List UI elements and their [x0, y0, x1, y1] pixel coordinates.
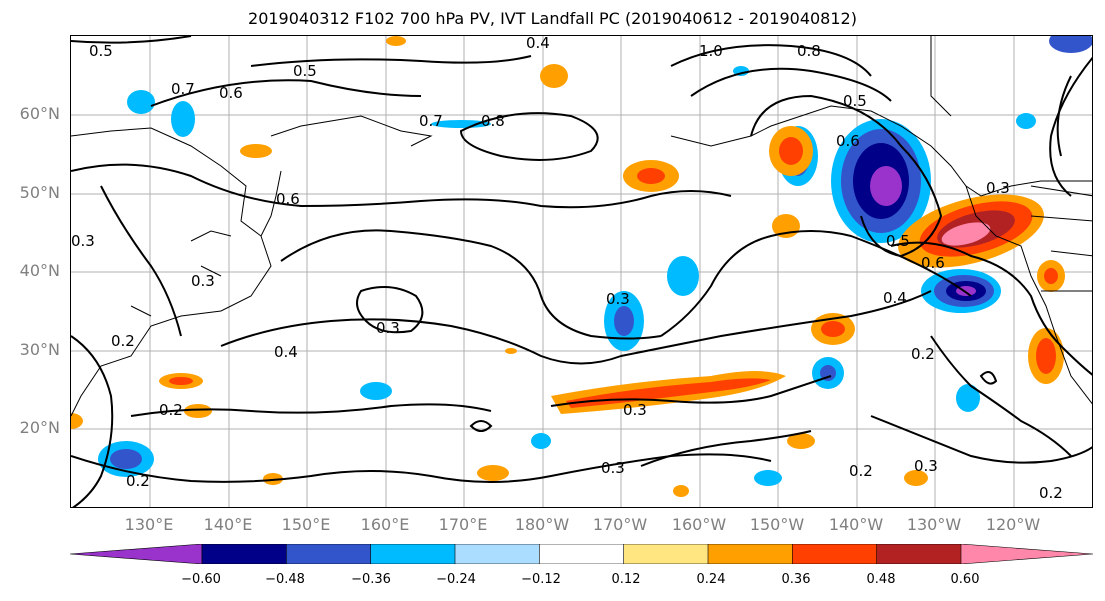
contour-label: 0.5 [293, 62, 317, 80]
colorbar-segment [70, 544, 203, 564]
contour-label: 0.3 [623, 401, 647, 419]
contour-label: 0.2 [111, 332, 135, 350]
contour-label: 0.2 [849, 462, 873, 480]
colorbar-segment [876, 544, 962, 564]
contour-label: 0.7 [419, 112, 443, 130]
colorbar-segment [370, 544, 456, 564]
colorbar-segment [623, 544, 709, 564]
contour-label: 0.7 [171, 80, 195, 98]
contour-label: 0.6 [219, 84, 243, 102]
contour-label: 0.3 [71, 232, 95, 250]
colorbar-segment [454, 544, 541, 564]
contour-label: 0.5 [89, 42, 113, 60]
map-title: 2019040312 F102 700 hPa PV, IVT Landfall… [248, 9, 857, 28]
lat-label-20n: 20°N [19, 418, 60, 437]
colorbar-segment [707, 544, 794, 564]
colorbar-tick-label: −0.48 [265, 572, 305, 587]
colorbar-segment [960, 544, 1093, 564]
contour-label: 0.4 [274, 343, 298, 361]
lat-label-60n: 60°N [19, 104, 60, 123]
lon-label-160e: 160°E [360, 515, 410, 534]
colorbar-segment [539, 544, 625, 564]
contour-label: 0.3 [986, 179, 1010, 197]
contour-label: 0.3 [601, 459, 625, 477]
contour-label: 0.6 [836, 132, 860, 150]
colorbar-tick-label: −0.24 [436, 572, 476, 587]
lon-label-140w: 140°W [828, 515, 884, 534]
map-canvas: 0.5 0.4 0.5 0.7 0.6 0.7 0.8 1.0 0.8 0.5 … [71, 36, 1092, 507]
lon-label-170w: 170°W [592, 515, 648, 534]
colorbar-tick-label: −0.12 [521, 572, 561, 587]
lat-label-40n: 40°N [19, 261, 60, 280]
contour-label: 0.4 [883, 289, 907, 307]
colorbar-segments [70, 544, 1093, 564]
lat-label-50n: 50°N [19, 183, 60, 202]
lon-label-120w: 120°W [985, 515, 1041, 534]
lat-label-30n: 30°N [19, 340, 60, 359]
contour-label: 0.4 [526, 36, 550, 52]
contour-label: 0.2 [911, 345, 935, 363]
lon-label-160w: 160°W [671, 515, 727, 534]
colorbar-tick-label: 0.36 [781, 572, 811, 587]
graticule [71, 36, 1092, 507]
colorbar-segment [201, 544, 288, 564]
lon-label-180w: 180°W [514, 515, 570, 534]
contour-label: 1.0 [699, 42, 723, 60]
contour-label: 0.2 [126, 472, 150, 490]
contour-label: 0.5 [886, 232, 910, 250]
colorbar-segment [792, 544, 878, 564]
lon-label-140e: 140°E [203, 515, 253, 534]
pv-contours [71, 36, 1092, 507]
colorbar-tick-label: −0.36 [351, 572, 391, 587]
colorbar-segment [286, 544, 372, 564]
contour-label: 0.5 [843, 92, 867, 110]
contour-label: 0.8 [797, 42, 821, 60]
contour-label: 0.8 [481, 112, 505, 130]
lon-label-150e: 150°E [281, 515, 331, 534]
lon-label-170e: 170°E [438, 515, 488, 534]
lon-label-130w: 130°W [906, 515, 962, 534]
contour-label: 0.3 [376, 319, 400, 337]
contour-label: 0.3 [191, 272, 215, 290]
colorbar-tick-label: 0.48 [866, 572, 896, 587]
contour-label-group: 0.5 0.4 0.5 0.7 0.6 0.7 0.8 1.0 0.8 0.5 … [71, 36, 1063, 502]
contour-label: 0.2 [159, 401, 183, 419]
lon-label-130e: 130°E [124, 515, 174, 534]
coastlines [71, 36, 1092, 417]
contour-label: 0.6 [276, 190, 300, 208]
colorbar-tick-label: 0.12 [611, 572, 641, 587]
lon-label-150w: 150°W [749, 515, 805, 534]
colorbar [70, 544, 1093, 564]
colorbar-tick-label: 0.60 [950, 572, 980, 587]
contour-label: 0.6 [921, 254, 945, 272]
contour-label: 0.3 [914, 457, 938, 475]
map-panel: 0.5 0.4 0.5 0.7 0.6 0.7 0.8 1.0 0.8 0.5 … [70, 35, 1093, 508]
colorbar-tick-label: −0.60 [181, 572, 221, 587]
colorbar-tick-label: 0.24 [696, 572, 726, 587]
contour-label: 0.3 [606, 290, 630, 308]
contour-label: 0.2 [1039, 484, 1063, 502]
pv-shading [71, 36, 1092, 497]
